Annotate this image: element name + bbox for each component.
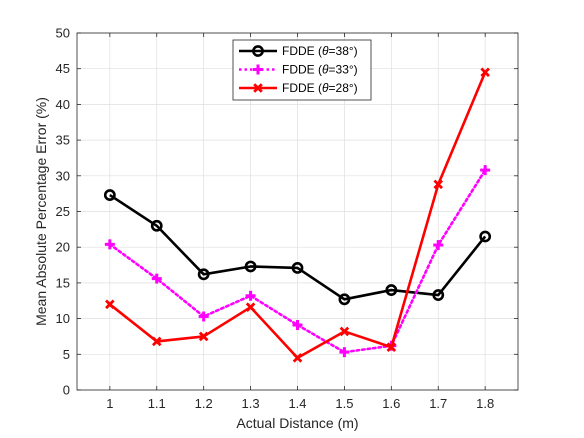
data-point bbox=[385, 284, 398, 296]
data-point bbox=[339, 347, 350, 358]
y-axis-title: Mean Absolute Percentage Error (%) bbox=[33, 97, 49, 326]
y-tick-label: 0 bbox=[63, 383, 70, 398]
data-point bbox=[433, 240, 444, 251]
legend-entry: FDDE (θ=33°) bbox=[239, 63, 358, 77]
data-point bbox=[197, 268, 210, 281]
y-tick-label: 5 bbox=[63, 347, 70, 362]
x-tick-label: 1.4 bbox=[288, 396, 306, 411]
y-tick-label: 40 bbox=[56, 97, 70, 112]
legend-label-symbol: θ bbox=[322, 63, 329, 77]
legend-label-prefix: FDDE ( bbox=[282, 63, 322, 77]
data-point bbox=[292, 320, 303, 331]
data-point bbox=[244, 260, 257, 273]
x-axis-title: Actual Distance (m) bbox=[236, 415, 358, 431]
data-point bbox=[338, 293, 351, 306]
y-tick-label: 20 bbox=[56, 240, 70, 255]
data-point bbox=[432, 289, 445, 301]
series-layer bbox=[103, 67, 492, 363]
data-point bbox=[151, 273, 162, 284]
y-tick-label: 50 bbox=[56, 26, 70, 41]
legend-label: FDDE (θ=28°) bbox=[282, 81, 358, 95]
x-tick-label: 1.3 bbox=[242, 396, 260, 411]
legend-label-prefix: FDDE ( bbox=[282, 44, 322, 58]
x-tick-label: 1.7 bbox=[429, 396, 447, 411]
x-tick-label: 1.5 bbox=[335, 396, 353, 411]
legend-label-suffix: =33°) bbox=[329, 63, 358, 77]
legend-label-symbol: θ bbox=[322, 44, 329, 58]
legend-label: FDDE (θ=33°) bbox=[282, 63, 358, 77]
x-tick-label: 1 bbox=[106, 396, 113, 411]
x-marker-b bbox=[386, 342, 397, 352]
data-point bbox=[151, 336, 162, 347]
data-point bbox=[433, 179, 444, 190]
legend-marker bbox=[252, 45, 264, 57]
x-tick-label: 1.2 bbox=[195, 396, 213, 411]
data-point bbox=[479, 230, 492, 243]
data-point bbox=[291, 262, 304, 274]
data-point bbox=[245, 302, 256, 312]
y-tick-label: 45 bbox=[56, 61, 70, 76]
ticks: 0 5 10 15 20 25 30 35 40 45 50 1 1.1 1.2 1.3 1.4 1.5 1.6 1… bbox=[56, 26, 518, 411]
legend-label-suffix: =28°) bbox=[329, 81, 358, 95]
data-point bbox=[104, 239, 115, 250]
legend-label: FDDE (θ=38°) bbox=[282, 44, 358, 58]
y-tick-label: 25 bbox=[56, 204, 70, 219]
x-marker-b bbox=[433, 179, 444, 190]
legend-label-suffix: =38°) bbox=[329, 44, 358, 58]
data-point bbox=[480, 67, 490, 78]
data-point bbox=[105, 299, 115, 310]
x-marker-b bbox=[198, 331, 209, 342]
data-point bbox=[245, 290, 256, 301]
x-marker-b bbox=[292, 353, 303, 363]
data-point bbox=[386, 342, 397, 352]
legend-marker bbox=[253, 83, 263, 93]
legend-entry: FDDE (θ=28°) bbox=[239, 81, 358, 95]
x-marker-b bbox=[105, 299, 115, 310]
data-point bbox=[198, 311, 209, 322]
legend: FDDE (θ=38°)FDDE (θ=33°)FDDE (θ=28°) bbox=[232, 39, 372, 101]
series-0 bbox=[103, 189, 492, 306]
legend-entry: FDDE (θ=38°) bbox=[239, 44, 358, 58]
x-marker-b bbox=[151, 336, 162, 347]
series-line bbox=[109, 193, 487, 301]
x-marker-b bbox=[339, 326, 350, 337]
y-tick-label: 10 bbox=[56, 311, 70, 326]
data-point bbox=[150, 219, 163, 232]
x-tick-label: 1.1 bbox=[148, 396, 166, 411]
data-point bbox=[339, 326, 350, 337]
x-marker-b bbox=[253, 83, 263, 93]
y-tick-label: 15 bbox=[56, 275, 70, 290]
x-tick-label: 1.6 bbox=[382, 396, 400, 411]
data-point bbox=[480, 165, 491, 176]
x-marker-b bbox=[245, 302, 256, 312]
legend-label-prefix: FDDE ( bbox=[282, 81, 322, 95]
data-point bbox=[103, 189, 116, 201]
legend-label-symbol: θ bbox=[322, 81, 329, 95]
data-point bbox=[198, 331, 209, 342]
x-marker-b bbox=[480, 67, 490, 78]
series-2 bbox=[105, 67, 490, 363]
data-point bbox=[292, 353, 303, 363]
y-tick-label: 30 bbox=[56, 168, 70, 183]
x-tick-label: 1.8 bbox=[476, 396, 494, 411]
series-1 bbox=[104, 165, 491, 358]
y-tick-label: 35 bbox=[56, 133, 70, 148]
legend-marker bbox=[253, 64, 263, 75]
